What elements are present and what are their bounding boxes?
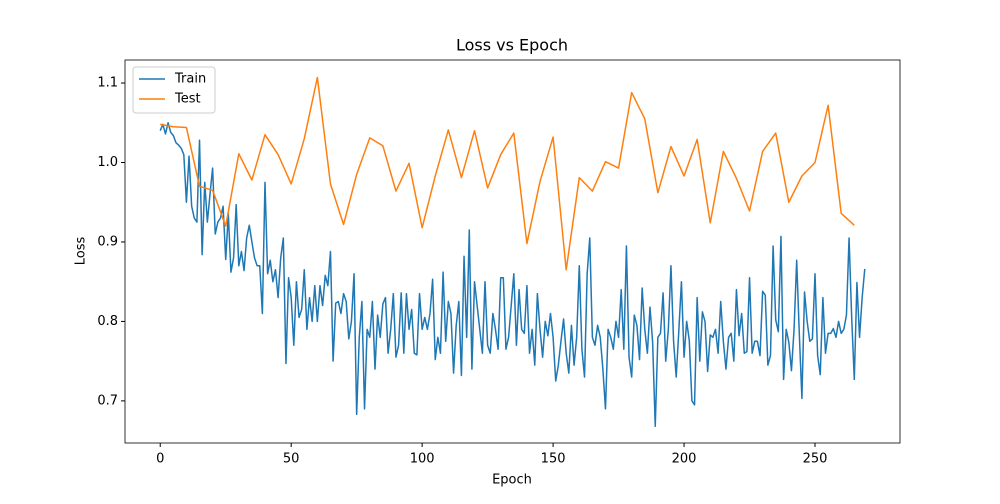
x-tick-label: 0 <box>156 452 164 467</box>
legend-label: Train <box>174 72 206 87</box>
line-series <box>160 76 855 271</box>
x-tick-label: 250 <box>803 452 828 467</box>
chart-title: Loss vs Epoch <box>456 36 568 55</box>
y-tick-label: 1.0 <box>97 155 118 170</box>
x-tick-label: 50 <box>283 452 300 467</box>
y-axis-label: Loss <box>74 237 89 266</box>
x-tick-label: 150 <box>541 452 566 467</box>
y-tick-label: 0.7 <box>97 393 118 408</box>
x-axis-label: Epoch <box>492 473 532 488</box>
y-tick-label: 1.1 <box>97 76 118 91</box>
x-tick-label: 100 <box>410 452 435 467</box>
legend-label: Test <box>174 92 201 107</box>
line-series <box>159 122 866 428</box>
plot-frame <box>124 59 901 444</box>
y-tick-label: 0.8 <box>97 314 118 329</box>
x-tick-label: 200 <box>672 452 697 467</box>
y-tick-label: 0.9 <box>97 234 118 249</box>
